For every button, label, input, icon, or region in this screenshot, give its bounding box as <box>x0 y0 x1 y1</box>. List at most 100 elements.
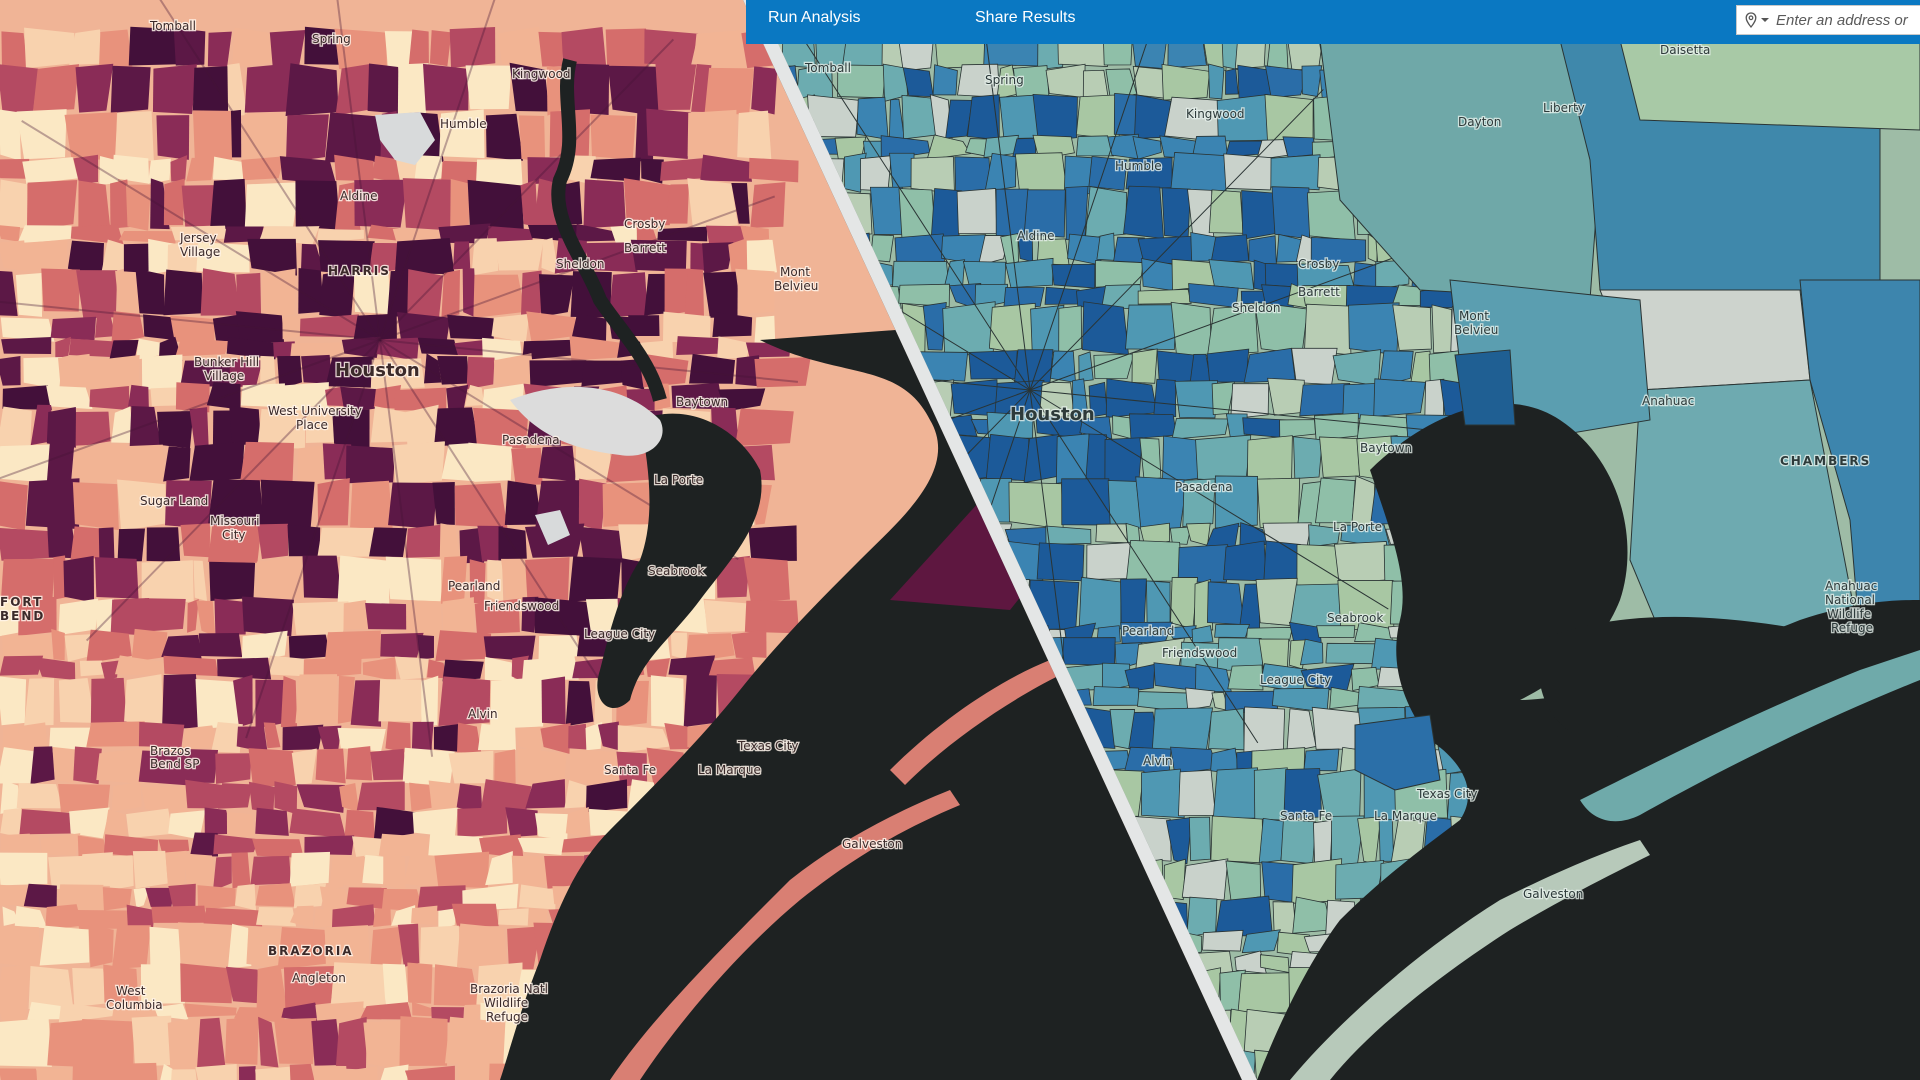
census-tract <box>473 407 529 449</box>
census-tract <box>664 268 691 316</box>
census-tract <box>180 523 211 558</box>
census-tract <box>168 810 206 840</box>
census-tract <box>274 1017 317 1065</box>
census-tract <box>671 382 724 410</box>
census-tract <box>89 386 130 411</box>
census-tract <box>17 225 72 244</box>
census-tract <box>331 904 375 930</box>
census-tract <box>99 29 133 69</box>
census-tract <box>448 750 494 784</box>
census-tract <box>403 854 440 888</box>
census-tract <box>0 833 31 854</box>
census-tract <box>55 336 72 359</box>
census-tract <box>405 404 439 445</box>
census-tract <box>227 923 252 969</box>
census-tract <box>383 850 406 890</box>
census-tract <box>467 179 524 230</box>
census-tract <box>397 63 429 116</box>
census-tract <box>708 657 756 677</box>
census-tract <box>541 676 566 725</box>
label-mont: Mont <box>780 265 810 279</box>
census-tract <box>334 154 374 182</box>
census-tract <box>227 63 248 117</box>
census-tract <box>743 557 790 603</box>
census-tract <box>369 527 408 558</box>
census-tract <box>73 154 99 184</box>
census-tract <box>453 241 471 270</box>
census-tract <box>26 179 78 231</box>
census-tract <box>260 479 315 532</box>
census-tract <box>295 674 338 724</box>
label-r-santa-fe: Santa Fe <box>1280 809 1332 823</box>
census-tract <box>376 337 420 361</box>
census-tract <box>22 157 78 185</box>
census-tract <box>590 114 636 160</box>
census-tract <box>212 315 241 342</box>
census-tract <box>476 962 523 1009</box>
right-texas-city-tract <box>1354 714 1441 791</box>
census-tract <box>293 883 327 909</box>
search-source-dropdown[interactable] <box>1737 6 1774 34</box>
census-tract <box>58 353 93 390</box>
census-tract <box>412 807 458 838</box>
label-r-liberty: Liberty <box>1543 101 1585 115</box>
census-tract <box>538 445 576 482</box>
census-tract <box>984 152 1017 193</box>
census-tract <box>407 962 433 1004</box>
census-tract <box>70 224 124 245</box>
label-friendswood: Friendswood <box>484 599 559 613</box>
census-tract <box>212 856 232 891</box>
census-tract <box>584 242 638 273</box>
census-tract <box>343 600 370 630</box>
census-tract <box>135 268 165 315</box>
share-results-button[interactable]: Share Results <box>975 9 1076 26</box>
census-tract <box>215 753 252 784</box>
census-tract <box>368 242 400 275</box>
census-tract <box>565 807 589 837</box>
census-tract <box>154 1003 189 1020</box>
search-input[interactable] <box>1774 10 1920 30</box>
census-tract <box>655 63 697 110</box>
census-tract <box>525 779 566 809</box>
census-tract <box>0 64 39 115</box>
census-tract <box>229 406 262 449</box>
census-tract <box>132 850 168 889</box>
census-tract <box>454 339 488 356</box>
census-tract <box>630 239 687 272</box>
census-tract <box>1230 383 1270 420</box>
census-tract <box>277 927 328 970</box>
census-tract <box>241 156 285 181</box>
census-tract <box>298 267 324 314</box>
census-tract <box>269 29 306 70</box>
census-tract <box>23 357 63 390</box>
label-crosby: Crosby <box>624 217 665 231</box>
census-tract <box>72 443 126 485</box>
label-r-wildlife: Wildlife <box>1827 607 1871 621</box>
run-analysis-button[interactable]: Run Analysis <box>768 9 861 26</box>
census-tract <box>0 884 29 906</box>
location-pin-icon <box>1745 12 1757 28</box>
census-tract <box>569 335 621 361</box>
census-tract <box>45 904 83 930</box>
census-tract <box>411 905 438 926</box>
census-tract <box>50 316 97 341</box>
label-west: West <box>116 984 146 998</box>
census-tract <box>291 748 317 786</box>
census-tract <box>518 748 566 787</box>
census-tract <box>192 66 230 115</box>
census-tract <box>387 270 413 317</box>
census-tract <box>703 271 738 318</box>
census-tract <box>325 112 383 163</box>
census-tract <box>507 926 541 970</box>
census-tract <box>534 597 593 637</box>
census-tract <box>229 358 263 388</box>
census-tract <box>337 727 386 752</box>
census-tract <box>295 180 341 230</box>
census-tract <box>39 925 90 966</box>
census-tract <box>156 115 190 160</box>
census-tract <box>408 29 429 66</box>
census-tract <box>150 387 181 407</box>
